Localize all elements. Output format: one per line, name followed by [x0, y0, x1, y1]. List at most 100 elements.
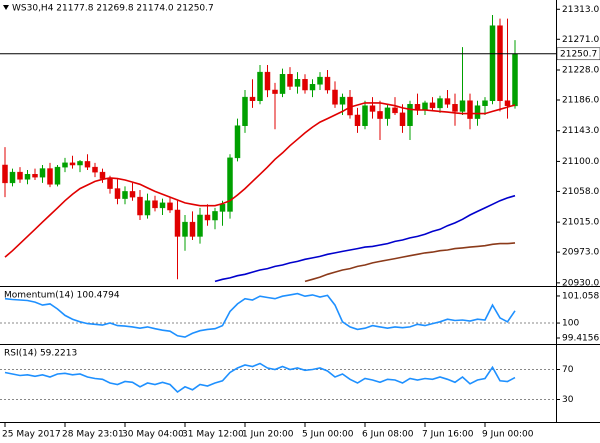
candle-body: [377, 111, 383, 119]
candle-body: [99, 171, 106, 179]
main-title: WS30,H4 21177.8 21269.8 21174.0 21250.7: [12, 4, 214, 14]
candle-body: [444, 98, 451, 105]
candle-body: [24, 174, 31, 180]
candle-body: [437, 98, 443, 109]
candle-body: [429, 102, 436, 109]
candle-body: [399, 112, 406, 126]
candle-body: [474, 105, 481, 119]
candle-body: [69, 162, 76, 166]
candle-body: [62, 162, 68, 168]
candle-body: [174, 209, 181, 237]
candle-body: [9, 171, 16, 184]
candle-body: [197, 214, 203, 237]
candle-body: [264, 71, 271, 91]
moving-average: [214, 194, 516, 283]
x-tick-label: 28 May 23:01: [62, 430, 124, 440]
candle-body: [279, 74, 286, 94]
candle-body: [189, 221, 196, 237]
x-tick-label: 7 Jun 16:00: [422, 430, 474, 440]
candle-body: [497, 25, 503, 101]
candle-body: [122, 191, 128, 199]
candle-body: [407, 104, 413, 126]
moving-average: [304, 242, 516, 283]
candle-body: [459, 100, 466, 112]
candle-body: [107, 178, 113, 189]
candle-body: [482, 100, 488, 106]
candle-body: [257, 71, 263, 101]
x-tick-label: 25 May 2017: [2, 430, 61, 440]
candle-body: [17, 171, 23, 180]
candle-body: [242, 96, 248, 126]
x-tick-label: 5 Jun 00:00: [302, 430, 354, 440]
candle-body: [362, 105, 368, 126]
y-tick-label: 21100.0: [562, 157, 599, 167]
y-tick-label: 30: [562, 395, 574, 405]
momentum-title: Momentum(14) 100.4794: [4, 291, 120, 301]
x-tick-label: 6 Jun 08:00: [362, 430, 414, 440]
last-price-label: 21250.7: [560, 49, 597, 59]
x-tick-label: 31 May 12:00: [182, 430, 244, 440]
candle-body: [512, 53, 518, 107]
candle-body: [182, 221, 188, 237]
candle-body: [47, 168, 53, 185]
candle-body: [114, 188, 121, 199]
candle-body: [212, 211, 218, 221]
indicator-line: [4, 362, 516, 394]
candle-body: [152, 200, 158, 209]
x-tick-label: 9 Jun 00:00: [482, 430, 534, 440]
candle-body: [234, 125, 241, 159]
candle-body: [369, 105, 376, 112]
x-tick-label: 30 May 04:00: [122, 430, 184, 440]
y-tick-label: 21143.0: [562, 126, 599, 136]
candle-body: [84, 161, 91, 168]
candle-body: [504, 100, 511, 106]
candle-body: [302, 79, 308, 91]
y-tick-label: 21271.0: [562, 35, 599, 45]
y-tick-label: 21228.0: [562, 66, 599, 76]
candle-body: [272, 89, 278, 94]
y-tick-label: 21186.0: [562, 96, 599, 106]
symbol-menu-icon[interactable]: [3, 5, 9, 10]
moving-average: [4, 102, 516, 258]
y-tick-label: 21015.0: [562, 218, 599, 228]
candle-body: [317, 76, 323, 85]
candle-body: [422, 102, 428, 111]
y-tick-label: 99.4156: [562, 333, 599, 343]
candle-body: [309, 84, 316, 91]
candle-body: [204, 214, 211, 221]
candle-body: [77, 161, 83, 166]
y-tick-label: 100: [562, 319, 579, 329]
y-tick-label: 70: [562, 365, 574, 375]
candle-body: [384, 107, 391, 119]
y-tick-label: 21313.0: [562, 5, 599, 15]
candle-body: [287, 74, 293, 87]
x-tick-label: 1 Jun 20:00: [242, 430, 294, 440]
candle-body: [39, 168, 46, 178]
candle-body: [227, 157, 233, 212]
y-tick-label: 20930.0: [562, 278, 599, 288]
candle-body: [144, 200, 151, 216]
candle-body: [129, 191, 136, 198]
candle-body: [137, 196, 143, 216]
y-tick-label: 101.0587: [562, 291, 600, 301]
candle-body: [2, 164, 8, 184]
candle-body: [219, 204, 226, 212]
candle-body: [249, 96, 256, 101]
candle-body: [167, 202, 173, 211]
candle-body: [159, 202, 166, 209]
y-tick-label: 21058.0: [562, 187, 599, 197]
y-tick-label: 20973.0: [562, 248, 599, 258]
candle-body: [324, 76, 331, 91]
candle-body: [32, 174, 38, 178]
last-price-box: [556, 47, 600, 61]
candle-body: [452, 104, 458, 112]
candle-body: [467, 100, 473, 119]
candle-body: [54, 166, 61, 185]
rsi-title: RSI(14) 59.2213: [4, 349, 77, 359]
candle-body: [392, 107, 398, 114]
candle-body: [489, 25, 496, 101]
candle-body: [332, 89, 338, 105]
candle-body: [354, 114, 361, 126]
